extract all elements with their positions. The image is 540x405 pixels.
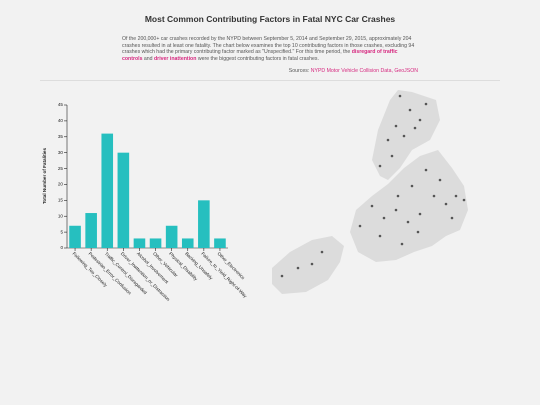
- bar: [181, 238, 194, 248]
- bar: [69, 225, 81, 248]
- bar: [101, 133, 114, 248]
- divider: [40, 80, 500, 81]
- x-tick-label: Other_Electronics: [216, 251, 246, 281]
- sources-label: Sources:: [288, 68, 310, 74]
- y-tick-label: 10: [58, 213, 64, 218]
- y-tick-label: 30: [58, 150, 64, 155]
- map: [272, 90, 468, 294]
- crash-points: [280, 94, 466, 278]
- y-tick-label: 40: [58, 118, 64, 123]
- y-tick-label: 5: [60, 229, 63, 234]
- bar: [165, 225, 178, 248]
- staten-island: [272, 236, 344, 294]
- bar: [117, 152, 130, 248]
- highlight: driver inattention: [154, 55, 197, 62]
- highlight: disregard of traffic controls: [122, 49, 398, 62]
- manhattan-bronx: [372, 90, 440, 180]
- y-tick-label: 20: [58, 182, 64, 187]
- x-tick-label: Physical_Disability: [168, 251, 199, 282]
- intro: Of the 200,000+ car crashes recorded by …: [122, 36, 418, 62]
- source-link[interactable]: GeoJSON: [394, 68, 418, 74]
- y-tick-label: 45: [58, 102, 64, 107]
- bar: [214, 238, 226, 248]
- title: Most Common Contributing Factors in Fata…: [144, 14, 396, 24]
- y-tick-label: 0: [60, 245, 63, 250]
- y-tick-label: 25: [58, 166, 64, 171]
- brooklyn-queens: [350, 150, 468, 262]
- intro-text: were the biggest contributing factors in…: [196, 55, 319, 62]
- bar: [85, 213, 97, 248]
- source-link[interactable]: NYPD Motor Vehicle Collision Data,: [310, 68, 393, 74]
- intro-text: Of the 200,000+ car crashes recorded by …: [122, 36, 415, 56]
- intro-text: and: [142, 55, 155, 62]
- bar: [133, 238, 146, 248]
- sources: Sources: NYPD Motor Vehicle Collision Da…: [122, 68, 418, 74]
- y-tick-label: 35: [58, 134, 64, 139]
- y-axis-label: Total Number of Fatalities: [42, 148, 47, 205]
- y-tick-label: 15: [58, 198, 64, 203]
- bar: [149, 238, 162, 248]
- bar: [198, 200, 210, 248]
